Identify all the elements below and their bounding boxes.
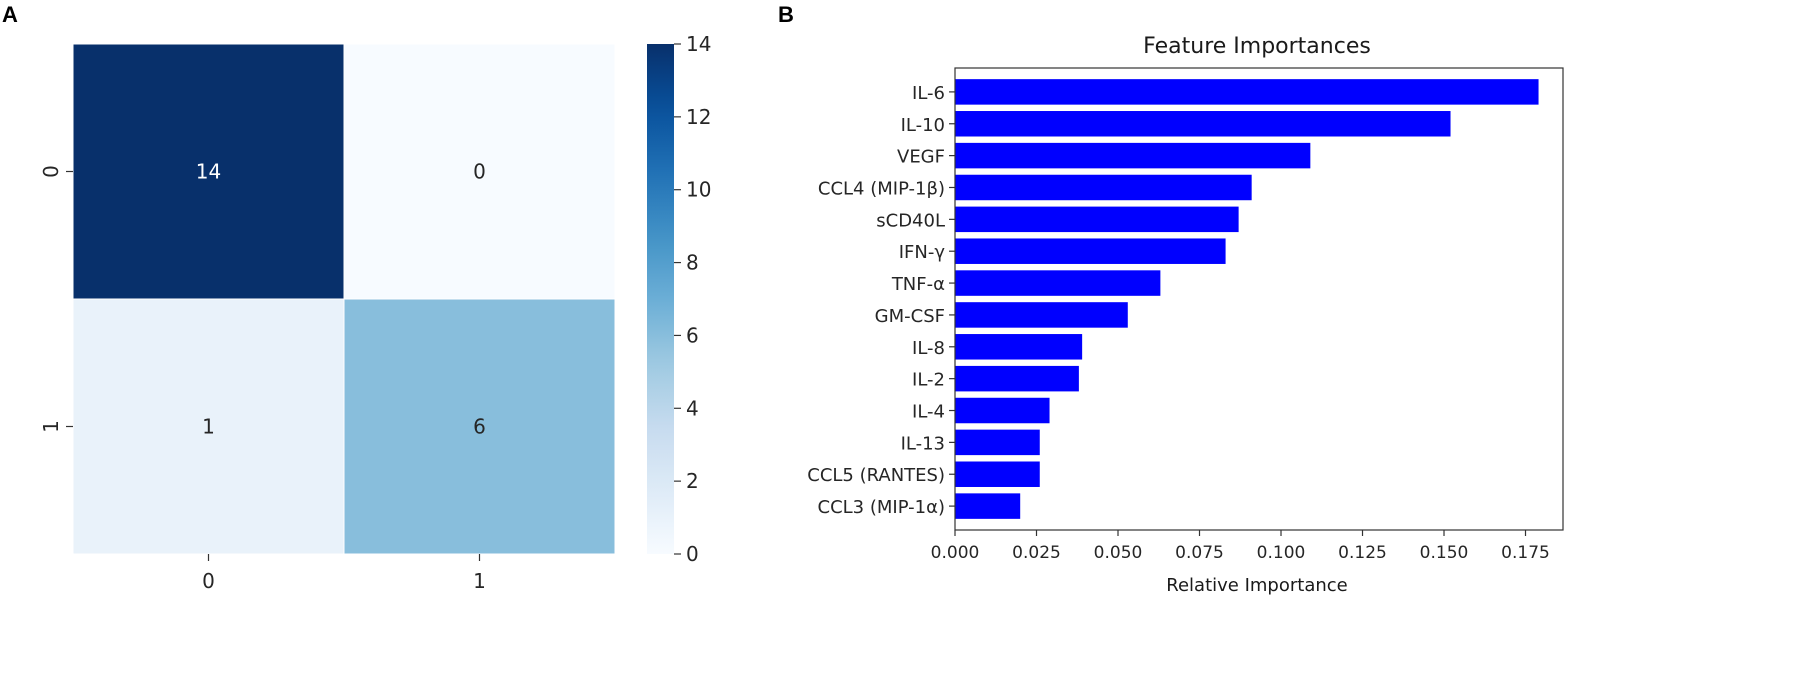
panel-letter-b: B (778, 2, 794, 27)
feature-bar (955, 238, 1226, 264)
confusion-matrix-heatmap: 14 0 1 6 0 1 0 1 (39, 43, 616, 593)
bar-xtick-label: 0.175 (1501, 543, 1550, 563)
bar-chart-title: Feature Importances (1143, 34, 1371, 59)
bar-category-label: CCL3 (MIP-1α) (818, 497, 946, 518)
feature-bar (955, 461, 1040, 487)
bar-category-label: GM-CSF (875, 306, 945, 327)
heatmap-xtick-label: 1 (473, 569, 486, 593)
bar-plot-frame (954, 67, 1564, 531)
feature-bar (955, 206, 1239, 233)
bar-category-label: CCL4 (MIP-1β) (818, 178, 945, 199)
bar-chart-xlabel: Relative Importance (1166, 575, 1347, 596)
heatmap-cell-label: 1 (202, 415, 215, 439)
panel-letter-a: A (2, 2, 18, 27)
feature-bar (955, 397, 1050, 424)
feature-bar (955, 79, 1539, 105)
bar-category-label: CCL5 (RANTES) (807, 465, 945, 486)
feature-bar (955, 174, 1252, 201)
bar-xtick-label: 0.050 (1094, 543, 1143, 563)
heatmap-colorbar: 0 2 4 6 8 10 12 14 (647, 32, 711, 566)
feature-bar (955, 142, 1311, 169)
heatmap-cell-label: 14 (196, 160, 221, 184)
bar-xtick-label: 0.100 (1257, 543, 1306, 563)
bar-xtick-label: 0.150 (1420, 543, 1469, 563)
feature-bar (955, 111, 1451, 137)
heatmap-cell (72, 298, 345, 555)
bar-category-label: TNF-α (891, 274, 945, 295)
colorbar-tick-label: 4 (686, 396, 699, 420)
bar-xtick-label: 0.000 (931, 543, 980, 563)
bar-category-label: IL-4 (912, 402, 945, 423)
heatmap-cell-label: 6 (473, 415, 486, 439)
heatmap-ytick-label: 1 (39, 420, 63, 433)
heatmap-xtick-label: 0 (202, 569, 215, 593)
colorbar-tick-label: 8 (686, 251, 699, 275)
bar-xtick-label: 0.125 (1338, 543, 1387, 563)
heatmap-cell-label: 0 (473, 160, 486, 184)
colorbar-tick-label: 6 (686, 323, 699, 347)
feature-bar (955, 493, 1021, 519)
heatmap-cell (343, 298, 616, 555)
colorbar-tick-label: 12 (686, 105, 711, 129)
feature-bar (955, 429, 1040, 456)
bar-category-label: IL-8 (912, 338, 945, 359)
feature-bar (955, 270, 1161, 296)
heatmap-cell (72, 43, 345, 300)
bar-category-label: IL-6 (912, 83, 945, 104)
feature-bar (955, 334, 1083, 360)
feature-importance-chart: Feature Importances Relative Importance … (807, 34, 1564, 596)
bar-category-label: sCD40L (876, 210, 945, 231)
feature-bar (955, 302, 1128, 328)
colorbar-tick-label: 0 (686, 542, 699, 566)
bar-xtick-label: 0.025 (1012, 543, 1061, 563)
heatmap-ytick-label: 0 (39, 165, 63, 178)
colorbar-tick-label: 14 (686, 32, 711, 56)
bar-category-label: IL-13 (901, 433, 945, 454)
bar-category-label: IL-2 (912, 370, 945, 391)
heatmap-cell (343, 43, 616, 300)
colorbar-tick-label: 2 (686, 469, 699, 493)
colorbar-gradient (647, 44, 674, 554)
bar-category-label: VEGF (897, 147, 945, 168)
bar-category-label: IFN-γ (899, 242, 946, 263)
bar-category-label: IL-10 (901, 115, 945, 136)
feature-bar (955, 365, 1079, 392)
colorbar-tick-label: 10 (686, 178, 711, 202)
bar-xtick-label: 0.075 (1175, 543, 1224, 563)
